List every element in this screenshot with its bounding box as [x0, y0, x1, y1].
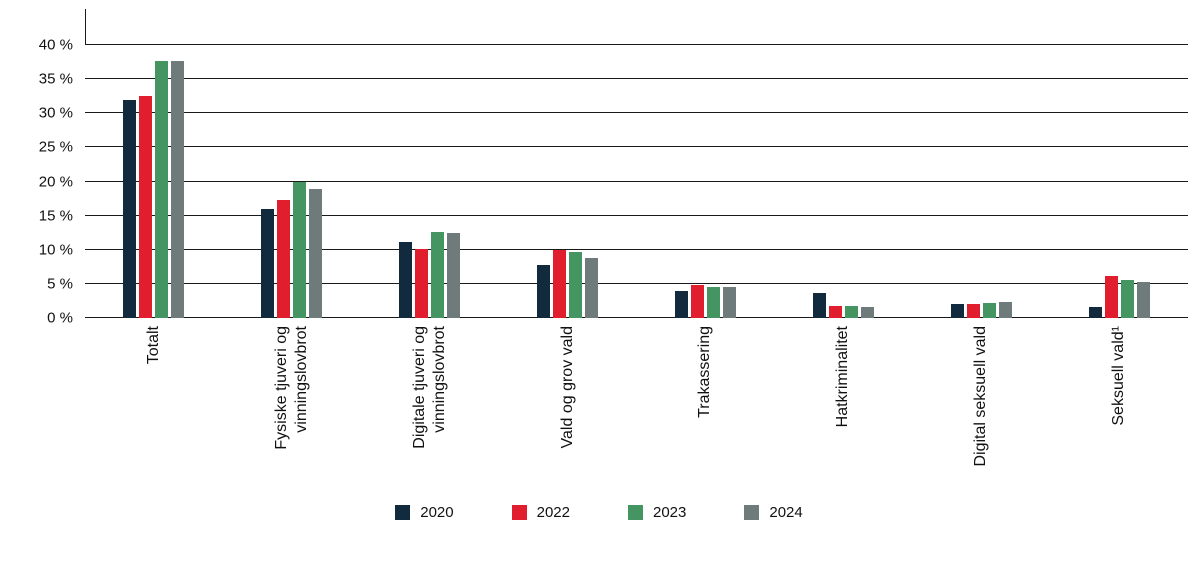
category-label: Totalt [144, 326, 162, 365]
plot-area: 0 % 5 % 10 % 15 % 20 % 25 % 30 % 35 % 40 % [39, 9, 1188, 326]
bar-group [912, 45, 1050, 318]
gridline [85, 112, 1188, 114]
gridline [85, 214, 1188, 216]
x-axis-labels: Totalt Fysiske tjuveri og vinningslovbrot… [85, 326, 1188, 498]
gridline [85, 146, 1188, 148]
category-label: Fysiske tjuveri og vinningslovbrot [272, 326, 310, 450]
bar-2020 [1088, 307, 1102, 318]
legend-swatch [511, 505, 527, 520]
x-axis-label-cell: Trakassering [637, 326, 775, 498]
bar-2022 [553, 250, 567, 318]
gridline [85, 44, 1188, 45]
y-axis-tick-label: 40 % [38, 36, 73, 54]
y-axis-tick-label: 15 % [38, 207, 73, 225]
y-axis-tick-label: 20 % [38, 173, 73, 190]
gridline [85, 248, 1188, 250]
bar-2023 [293, 181, 307, 318]
bar-2022 [828, 306, 842, 318]
bar-group [637, 45, 775, 318]
bar-2020 [950, 304, 964, 318]
bar-2024 [860, 307, 874, 318]
category-label: Hatkriminalitet [834, 326, 852, 428]
bar-2022 [690, 284, 704, 318]
x-axis-label-cell: Seksuell vald¹ [1050, 326, 1188, 498]
y-axis-tick-label: 10 % [38, 241, 73, 259]
legend-swatch [395, 505, 411, 520]
y-axis-tick-label: 35 % [38, 70, 73, 88]
gridline [85, 317, 1188, 318]
bar-group [85, 45, 223, 318]
bar-group [223, 45, 361, 318]
bar-group [1050, 45, 1188, 318]
bar-2020 [123, 99, 137, 318]
x-axis-label-cell: Totalt [85, 326, 223, 498]
bar-2022 [277, 199, 291, 318]
legend-swatch [744, 505, 760, 520]
bar-2023 [569, 252, 583, 318]
bar-group [361, 45, 499, 318]
category-label: Seksuell vald¹ [1110, 326, 1128, 426]
bar-2024 [1136, 281, 1150, 318]
x-axis-label-cell: Vald og grov vald [499, 326, 637, 498]
x-axis-label-cell: Digitale tjuveri og vinningslovbrot [361, 326, 499, 498]
bar-2023 [155, 60, 169, 318]
legend-label: 2023 [653, 504, 687, 521]
bar-group [499, 45, 637, 318]
bar-2020 [261, 208, 275, 318]
legend-item: 2020 [395, 504, 454, 521]
x-axis-label-cell: Fysiske tjuveri og vinningslovbrot [223, 326, 361, 498]
y-axis-line [85, 9, 86, 45]
bar-2024 [171, 60, 185, 318]
bar-group [774, 45, 912, 318]
x-axis-label-cell: Hatkriminalitet [774, 326, 912, 498]
y-axis-tick-label: 0 % [47, 309, 73, 327]
y-axis-tick-label: 5 % [47, 275, 73, 293]
bar-2024 [998, 302, 1012, 318]
bar-2020 [537, 264, 551, 318]
gridline [85, 180, 1188, 182]
bar-2024 [722, 286, 736, 318]
category-label: Digitale tjuveri og vinningslovbrot [410, 326, 448, 449]
bar-2022 [1104, 276, 1118, 318]
gridline [85, 78, 1188, 80]
category-label: Digital seksuell vald [972, 326, 990, 467]
bar-2022 [966, 304, 980, 318]
y-axis-tick-label: 25 % [38, 138, 73, 156]
legend-label: 2022 [536, 504, 570, 521]
category-label: Vald og grov vald [558, 326, 576, 449]
bar-2022 [415, 249, 429, 318]
legend-item: 2024 [744, 504, 803, 521]
bar-2024 [447, 233, 461, 318]
legend-swatch [628, 505, 643, 520]
bar-2023 [844, 305, 858, 318]
bar-2020 [812, 292, 826, 318]
bar-2020 [399, 241, 413, 318]
bar-2023 [706, 286, 720, 318]
gridline [85, 282, 1188, 284]
legend-item: 2023 [628, 504, 686, 521]
bar-2020 [674, 290, 688, 318]
bar-2023 [982, 303, 996, 318]
bar-groups [85, 45, 1188, 318]
y-axis-tick-label: 30 % [38, 104, 73, 122]
bar-2023 [431, 232, 445, 318]
category-label: Trakassering [696, 326, 714, 418]
bar-2024 [309, 189, 323, 318]
bar-2024 [585, 257, 599, 318]
legend-label: 2024 [769, 504, 803, 521]
bar-2023 [1120, 280, 1134, 318]
x-axis-label-cell: Digital seksuell vald [912, 326, 1050, 498]
legend-label: 2020 [420, 504, 454, 521]
legend: 2020 2022 2023 2024 [0, 504, 1198, 521]
bar-2022 [139, 96, 153, 318]
legend-item: 2022 [511, 504, 570, 521]
